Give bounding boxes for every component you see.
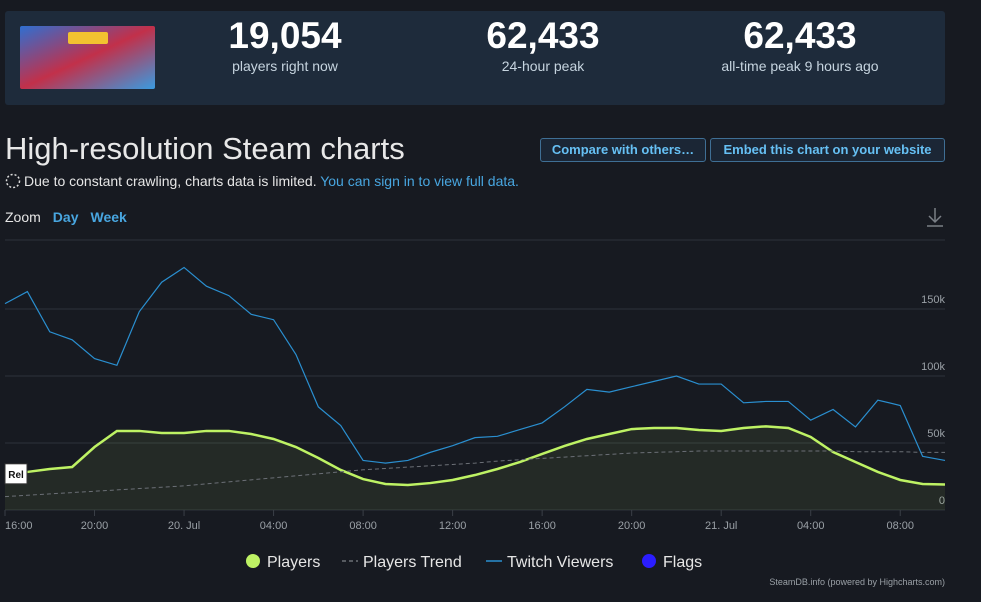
x-tick-label: 21. Jul: [705, 520, 737, 532]
zoom-label: Zoom: [5, 209, 41, 225]
legend-label: Players: [267, 554, 320, 571]
y-tick-label: 150k: [921, 294, 945, 306]
y-tick-label: 100k: [921, 361, 945, 373]
stat: 62,433 all-time peak 9 hours ago: [680, 15, 920, 75]
x-tick-label: 08:00: [886, 520, 914, 532]
legend-symbol: [642, 554, 656, 568]
compare-button[interactable]: Compare with others…: [540, 138, 706, 162]
x-tick-label: 04:00: [260, 520, 288, 532]
series-line: [4, 266, 946, 464]
x-tick-label: 04:00: [797, 520, 825, 532]
legend-label: Twitch Viewers: [507, 554, 613, 571]
zoom-bar: Zoom Day Week: [5, 209, 127, 225]
stat-value: 62,433: [486, 15, 600, 56]
stat: 62,433 24-hour peak: [423, 15, 663, 75]
area: [5, 426, 945, 510]
stat-label: 24-hour peak: [501, 58, 585, 74]
notice: Due to constant crawling, charts data is…: [24, 173, 519, 189]
zoom-week[interactable]: Week: [90, 209, 127, 225]
y-tick-label: 0: [939, 495, 945, 507]
stats-panel: [5, 11, 945, 105]
download-icon[interactable]: [927, 208, 943, 227]
legend-item[interactable]: Players Trend: [342, 554, 462, 571]
sign-in-link[interactable]: You can sign in to view full data.: [320, 173, 519, 189]
notice-icon: [5, 173, 21, 189]
x-tick-label: 20:00: [618, 520, 646, 532]
legend-label: Flags: [663, 554, 702, 571]
legend-symbol: [246, 554, 260, 568]
legend-label: Players Trend: [363, 554, 462, 571]
x-tick-label: 20. Jul: [168, 520, 200, 532]
page-title: High-resolution Steam charts: [5, 131, 405, 166]
x-tick-label: 12:00: [439, 520, 467, 532]
notice-text: Due to constant crawling, charts data is…: [24, 173, 317, 189]
x-tick-label: 16:00: [5, 520, 33, 532]
credit: SteamDB.info (powered by Highcharts.com): [769, 577, 945, 587]
embed-button[interactable]: Embed this chart on your website: [710, 138, 945, 162]
y-tick-label: 50k: [927, 428, 945, 440]
stat-value: 19,054: [228, 15, 342, 56]
stat: 19,054 players right now: [165, 15, 405, 75]
annotation-box: [4, 463, 28, 485]
legend-item[interactable]: Flags: [642, 554, 702, 571]
series-line: [4, 425, 946, 487]
stat-label: players right now: [232, 58, 338, 74]
game-image: [20, 26, 155, 89]
stat-value: 62,433: [743, 15, 857, 56]
series-line: [4, 450, 945, 498]
legend-item[interactable]: Players: [246, 554, 320, 571]
legend-item[interactable]: Twitch Viewers: [486, 554, 613, 571]
x-tick-label: 16:00: [528, 520, 556, 532]
x-tick-label: 20:00: [81, 520, 109, 532]
annotation: Rel: [8, 470, 24, 481]
x-tick-label: 08:00: [349, 520, 377, 532]
zoom-day[interactable]: Day: [52, 209, 79, 225]
stat-label: all-time peak 9 hours ago: [721, 58, 879, 74]
